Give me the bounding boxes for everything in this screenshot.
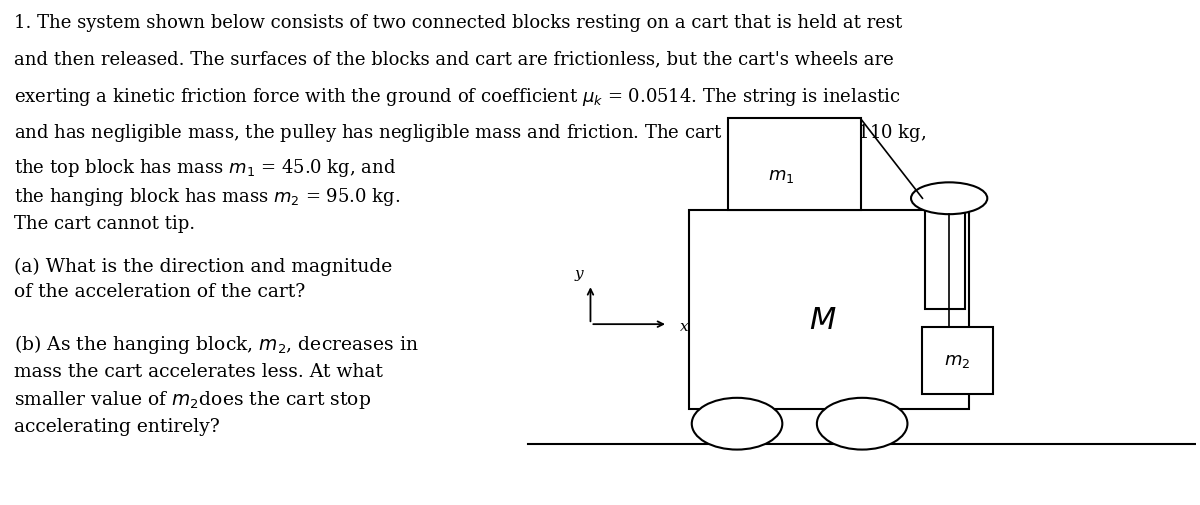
Circle shape	[911, 183, 988, 215]
Text: $M$: $M$	[809, 304, 836, 335]
Text: $m_2$: $m_2$	[944, 352, 971, 370]
Text: (a) What is the direction and magnitude
of the acceleration of the cart?: (a) What is the direction and magnitude …	[13, 258, 392, 300]
Ellipse shape	[691, 398, 782, 449]
Ellipse shape	[817, 398, 907, 449]
Bar	[689, 210, 970, 409]
Text: exerting a kinetic friction force with the ground of coefficient $\mu_k$ = 0.051: exerting a kinetic friction force with t…	[13, 86, 900, 108]
Text: (b) As the hanging block, $m_2$, decreases in
mass the cart accelerates less. At: (b) As the hanging block, $m_2$, decreas…	[13, 332, 419, 435]
Text: y: y	[575, 267, 583, 281]
Text: The cart cannot tip.: The cart cannot tip.	[13, 215, 194, 233]
Text: 1. The system shown below consists of two connected blocks resting on a cart tha: 1. The system shown below consists of tw…	[13, 14, 902, 32]
Text: the hanging block has mass $m_2$ = 95.0 kg.: the hanging block has mass $m_2$ = 95.0 …	[13, 186, 400, 208]
Bar	[925, 210, 965, 310]
Text: $m_1$: $m_1$	[768, 167, 794, 184]
Bar	[727, 118, 860, 210]
Text: and then released. The surfaces of the blocks and cart are frictionless, but the: and then released. The surfaces of the b…	[13, 50, 894, 68]
Text: and has negligible mass, the pulley has negligible mass and friction. The cart h: and has negligible mass, the pulley has …	[13, 121, 926, 143]
Text: x: x	[680, 319, 689, 333]
Text: the top block has mass $m_1$ = 45.0 kg, and: the top block has mass $m_1$ = 45.0 kg, …	[13, 157, 396, 179]
Bar	[922, 327, 994, 394]
